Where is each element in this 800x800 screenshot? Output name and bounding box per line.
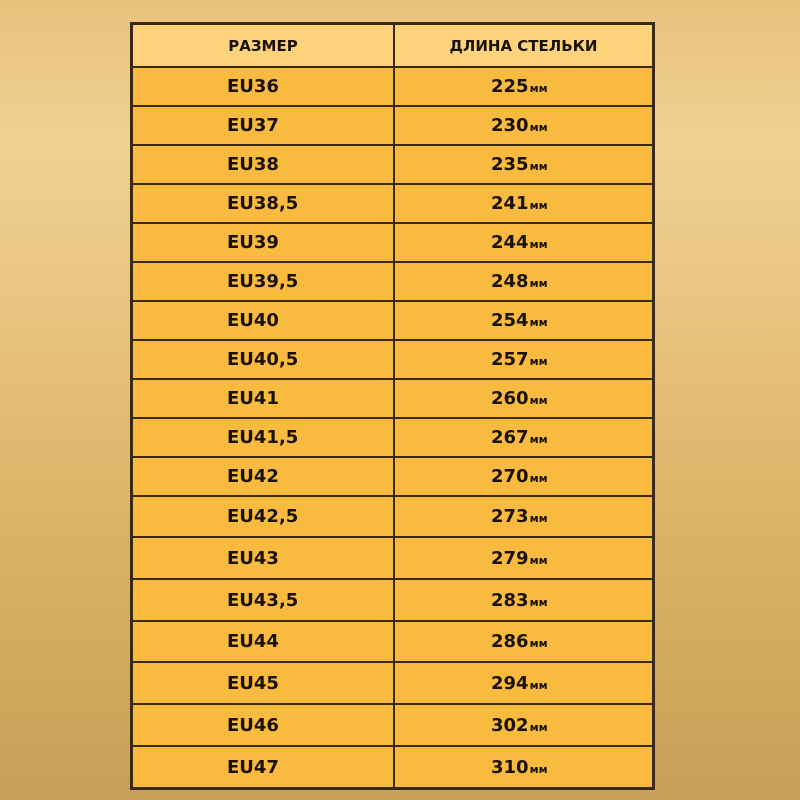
length-unit: мм [529, 678, 548, 692]
table-row: EU36 225 мм [133, 66, 652, 105]
table-row: EU46 302 мм [133, 703, 652, 745]
length-value: 267 [491, 427, 529, 448]
length-cell: 244 мм [395, 224, 652, 261]
length-unit: мм [529, 160, 548, 173]
table-row: EU38 235 мм [133, 144, 652, 183]
length-value: 254 [491, 310, 529, 331]
table-row: EU43,5 283 мм [133, 578, 652, 620]
length-value: 248 [491, 271, 529, 292]
length-cell: 241 мм [395, 185, 652, 222]
length-cell: 267 мм [395, 419, 652, 456]
length-unit: мм [529, 553, 548, 567]
length-value: 279 [491, 547, 529, 569]
length-unit: мм [529, 394, 548, 407]
length-cell: 254 мм [395, 302, 652, 339]
length-cell: 248 мм [395, 263, 652, 300]
size-cell: EU46 [133, 705, 395, 745]
size-cell: EU36 [133, 68, 395, 105]
length-unit: мм [529, 355, 548, 368]
length-cell: 257 мм [395, 341, 652, 378]
size-cell: EU41 [133, 380, 395, 417]
table-row: EU37 230 мм [133, 105, 652, 144]
length-value: 302 [491, 714, 529, 736]
length-cell: 260 мм [395, 380, 652, 417]
table-row: EU44 286 мм [133, 620, 652, 661]
length-cell: 273 мм [395, 497, 652, 536]
length-cell: 270 мм [395, 458, 652, 495]
length-value: 286 [491, 631, 529, 652]
length-cell: 235 мм [395, 146, 652, 183]
table-row: EU40 254 мм [133, 300, 652, 339]
size-cell: EU42 [133, 458, 395, 495]
length-value: 244 [491, 232, 529, 253]
table-row: EU39,5 248 мм [133, 261, 652, 300]
length-unit: мм [529, 472, 548, 485]
header-size: РАЗМЕР [133, 25, 395, 66]
length-value: 235 [491, 154, 529, 175]
size-cell: EU45 [133, 663, 395, 703]
length-value: 260 [491, 388, 529, 409]
size-cell: EU43,5 [133, 580, 395, 620]
length-unit: мм [529, 595, 548, 609]
table-row: EU42 270 мм [133, 456, 652, 495]
table-row: EU47 310 мм [133, 745, 652, 787]
size-cell: EU38 [133, 146, 395, 183]
header-insole-length: ДЛИНА СТЕЛЬКИ [449, 36, 598, 55]
length-cell: 279 мм [395, 538, 652, 578]
table-row: EU43 279 мм [133, 536, 652, 578]
length-cell: 302 мм [395, 705, 652, 745]
length-unit: мм [529, 720, 548, 734]
length-unit: мм [529, 277, 548, 290]
length-unit: мм [529, 637, 548, 650]
length-cell: 294 мм [395, 663, 652, 703]
table-row: EU45 294 мм [133, 661, 652, 703]
length-unit: мм [529, 121, 548, 134]
table-header: РАЗМЕР ДЛИНА СТЕЛЬКИ [133, 25, 652, 66]
table-row: EU41 260 мм [133, 378, 652, 417]
length-cell: 286 мм [395, 622, 652, 661]
length-value: 294 [491, 672, 529, 694]
length-unit: мм [529, 762, 548, 776]
size-cell: EU47 [133, 747, 395, 787]
size-cell: EU37 [133, 107, 395, 144]
length-unit: мм [529, 199, 548, 212]
length-value: 257 [491, 349, 529, 370]
size-cell: EU42,5 [133, 497, 395, 536]
length-cell: 283 мм [395, 580, 652, 620]
length-value: 241 [491, 193, 529, 214]
length-cell: 310 мм [395, 747, 652, 787]
length-value: 270 [491, 466, 529, 487]
table-row: EU42,5 273 мм [133, 495, 652, 536]
size-cell: EU39 [133, 224, 395, 261]
size-cell: EU43 [133, 538, 395, 578]
size-cell: EU44 [133, 622, 395, 661]
length-value: 225 [491, 76, 529, 97]
length-unit: мм [529, 316, 548, 329]
size-cell: EU38,5 [133, 185, 395, 222]
length-unit: мм [529, 82, 548, 95]
table-row: EU41,5 267 мм [133, 417, 652, 456]
size-cell: EU41,5 [133, 419, 395, 456]
size-chart-table: РАЗМЕР ДЛИНА СТЕЛЬКИ EU36 225 мм EU37 230 м… [130, 22, 655, 790]
table-row: EU38,5 241 мм [133, 183, 652, 222]
size-cell: EU40,5 [133, 341, 395, 378]
length-unit: мм [529, 512, 548, 525]
length-value: 310 [491, 756, 529, 778]
size-cell: EU39,5 [133, 263, 395, 300]
length-unit: мм [529, 238, 548, 251]
length-value: 283 [491, 589, 529, 611]
table-row: EU40,5 257 мм [133, 339, 652, 378]
length-unit: мм [529, 433, 548, 446]
length-cell: 230 мм [395, 107, 652, 144]
length-value: 273 [491, 506, 529, 527]
length-cell: 225 мм [395, 68, 652, 105]
size-cell: EU40 [133, 302, 395, 339]
table-row: EU39 244 мм [133, 222, 652, 261]
length-value: 230 [491, 115, 529, 136]
